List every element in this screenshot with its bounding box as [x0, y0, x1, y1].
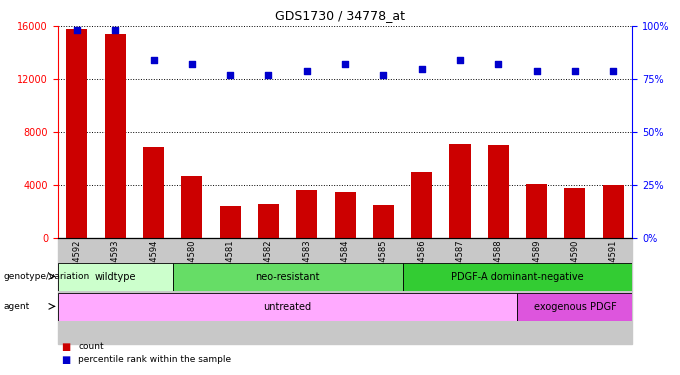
Bar: [335, 192, 356, 238]
Text: wildtype: wildtype: [95, 272, 136, 282]
Bar: [67, 29, 88, 238]
FancyBboxPatch shape: [403, 262, 632, 291]
Bar: [564, 188, 585, 238]
Text: ■: ■: [61, 355, 71, 365]
Text: GDS1730 / 34778_at: GDS1730 / 34778_at: [275, 9, 405, 22]
Bar: [526, 184, 547, 238]
Bar: [182, 176, 203, 238]
Text: percentile rank within the sample: percentile rank within the sample: [78, 356, 231, 364]
Point: [608, 68, 619, 74]
Bar: [58, 238, 632, 344]
Bar: [373, 205, 394, 238]
Bar: [105, 34, 126, 238]
Bar: [220, 206, 241, 238]
Text: PDGF-A dominant-negative: PDGF-A dominant-negative: [451, 272, 584, 282]
Text: genotype/variation: genotype/variation: [3, 272, 90, 281]
Point: [71, 27, 82, 33]
Bar: [411, 172, 432, 238]
FancyBboxPatch shape: [517, 292, 632, 321]
Bar: [258, 204, 279, 238]
FancyBboxPatch shape: [58, 262, 173, 291]
Text: untreated: untreated: [264, 302, 311, 312]
Bar: [488, 146, 509, 238]
FancyBboxPatch shape: [173, 262, 403, 291]
Bar: [602, 185, 624, 238]
Bar: [296, 190, 318, 238]
Text: count: count: [78, 342, 104, 351]
Point: [109, 27, 121, 33]
Point: [263, 72, 274, 78]
Point: [454, 57, 465, 63]
Point: [493, 62, 504, 68]
FancyBboxPatch shape: [58, 292, 517, 321]
Point: [416, 66, 427, 72]
Text: ■: ■: [61, 342, 71, 352]
Point: [186, 62, 197, 68]
Point: [378, 72, 389, 78]
Point: [531, 68, 542, 74]
Point: [339, 62, 351, 68]
Bar: [449, 144, 471, 238]
Text: agent: agent: [3, 302, 30, 311]
Point: [148, 57, 159, 63]
Point: [569, 68, 580, 74]
Point: [301, 68, 312, 74]
Point: [224, 72, 236, 78]
Text: exogenous PDGF: exogenous PDGF: [534, 302, 616, 312]
Text: neo-resistant: neo-resistant: [256, 272, 320, 282]
Bar: [143, 147, 164, 238]
